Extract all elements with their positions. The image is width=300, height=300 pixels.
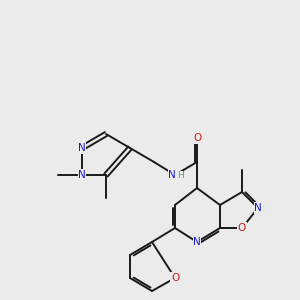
Text: O: O (193, 133, 201, 143)
Text: N: N (168, 170, 176, 180)
Text: N: N (78, 143, 86, 153)
Text: N: N (193, 237, 201, 247)
Text: N: N (254, 203, 262, 213)
Text: N: N (78, 170, 86, 180)
Text: O: O (171, 273, 179, 283)
Text: H: H (177, 172, 183, 181)
Text: O: O (238, 223, 246, 233)
